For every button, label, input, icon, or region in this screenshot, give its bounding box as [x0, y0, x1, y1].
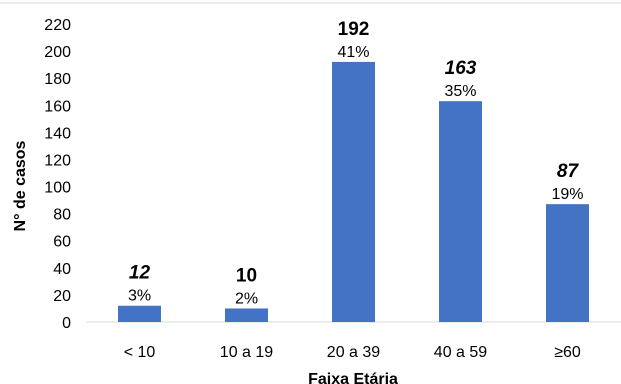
percent-label: 19%: [551, 186, 583, 203]
y-tick-label: 20: [53, 288, 71, 305]
y-tick-label: 140: [44, 125, 71, 142]
y-tick-label: 160: [44, 98, 71, 115]
category-label: < 10: [124, 344, 156, 361]
y-tick-label: 60: [53, 234, 71, 251]
category-label: 10 a 19: [220, 344, 273, 361]
bar: [118, 305, 161, 322]
y-tick-label: 0: [62, 315, 71, 332]
y-tick-label: 180: [44, 71, 71, 88]
y-tick-label: 200: [44, 44, 71, 61]
y-tick-label: 40: [53, 261, 71, 278]
bar: [225, 308, 268, 322]
y-tick-label: 80: [53, 207, 71, 224]
category-label: 40 a 59: [434, 344, 487, 361]
bar: [439, 101, 482, 322]
percent-label: 3%: [128, 288, 151, 305]
percent-label: 41%: [337, 44, 369, 61]
y-axis: 0 20 40 60 80 100 120 140 160 180 200 220: [44, 17, 71, 332]
value-label: 87: [557, 161, 580, 182]
bars-group: [118, 61, 589, 322]
labels-group: 3% 12 < 10 2% 10 10 a 19 41% 192 20 a 39 35% 163 40…: [124, 19, 584, 361]
y-tick-label: 100: [44, 180, 71, 197]
percent-label: 2%: [235, 290, 258, 307]
bar: [546, 204, 589, 322]
category-label: ≥60: [554, 344, 581, 361]
bar: [332, 61, 375, 322]
category-label: 20 a 39: [327, 344, 380, 361]
y-tick-label: 120: [44, 152, 71, 169]
percent-label: 35%: [444, 83, 476, 100]
y-tick-label: 220: [44, 17, 71, 34]
value-label: 192: [338, 19, 370, 40]
value-label: 12: [129, 263, 151, 284]
value-label: 10: [236, 265, 257, 286]
y-axis-title: N° de casos: [12, 140, 29, 231]
value-label: 163: [445, 58, 477, 79]
x-axis-title: Faixa Etária: [308, 371, 398, 384]
